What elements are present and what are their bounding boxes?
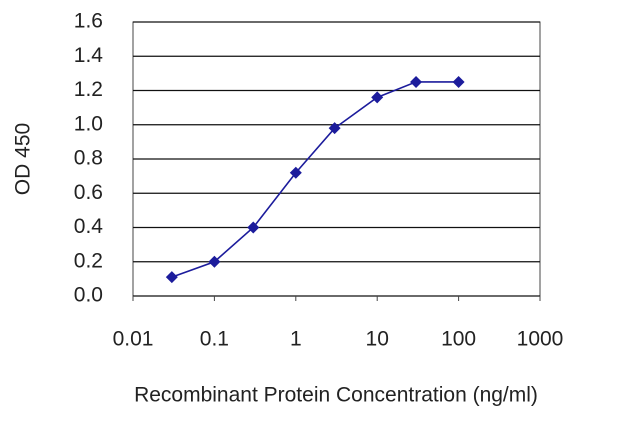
y-tick-label: 1.0	[74, 112, 103, 135]
x-tick-label: 1	[290, 328, 302, 351]
y-axis-label: OD 450	[12, 123, 35, 195]
x-tick-label: 0.01	[113, 328, 154, 351]
x-tick-label: 1000	[517, 328, 564, 351]
x-tick-label: 100	[441, 328, 476, 351]
data-point	[452, 75, 465, 88]
y-tick-label: 1.6	[74, 10, 103, 33]
y-tick-label: 0.6	[74, 181, 103, 204]
data-point	[165, 271, 178, 284]
y-tick-label: 1.4	[74, 44, 104, 67]
x-tick-label: 0.1	[200, 328, 229, 351]
data-point	[289, 166, 302, 179]
y-tick-label: 0.4	[74, 215, 104, 238]
y-tick-label: 0.2	[74, 249, 103, 272]
data-point	[247, 221, 260, 234]
x-tick-label: 10	[366, 328, 389, 351]
data-point	[328, 122, 341, 135]
y-tick-label: 0.0	[74, 284, 103, 307]
data-point	[208, 255, 221, 268]
y-tick-label: 0.8	[74, 147, 103, 170]
y-tick-label: 1.2	[74, 78, 103, 101]
series-line	[171, 81, 459, 278]
x-axis-label: Recombinant Protein Concentration (ng/ml…	[134, 384, 538, 407]
data-point	[371, 91, 384, 104]
data-point	[410, 75, 423, 88]
